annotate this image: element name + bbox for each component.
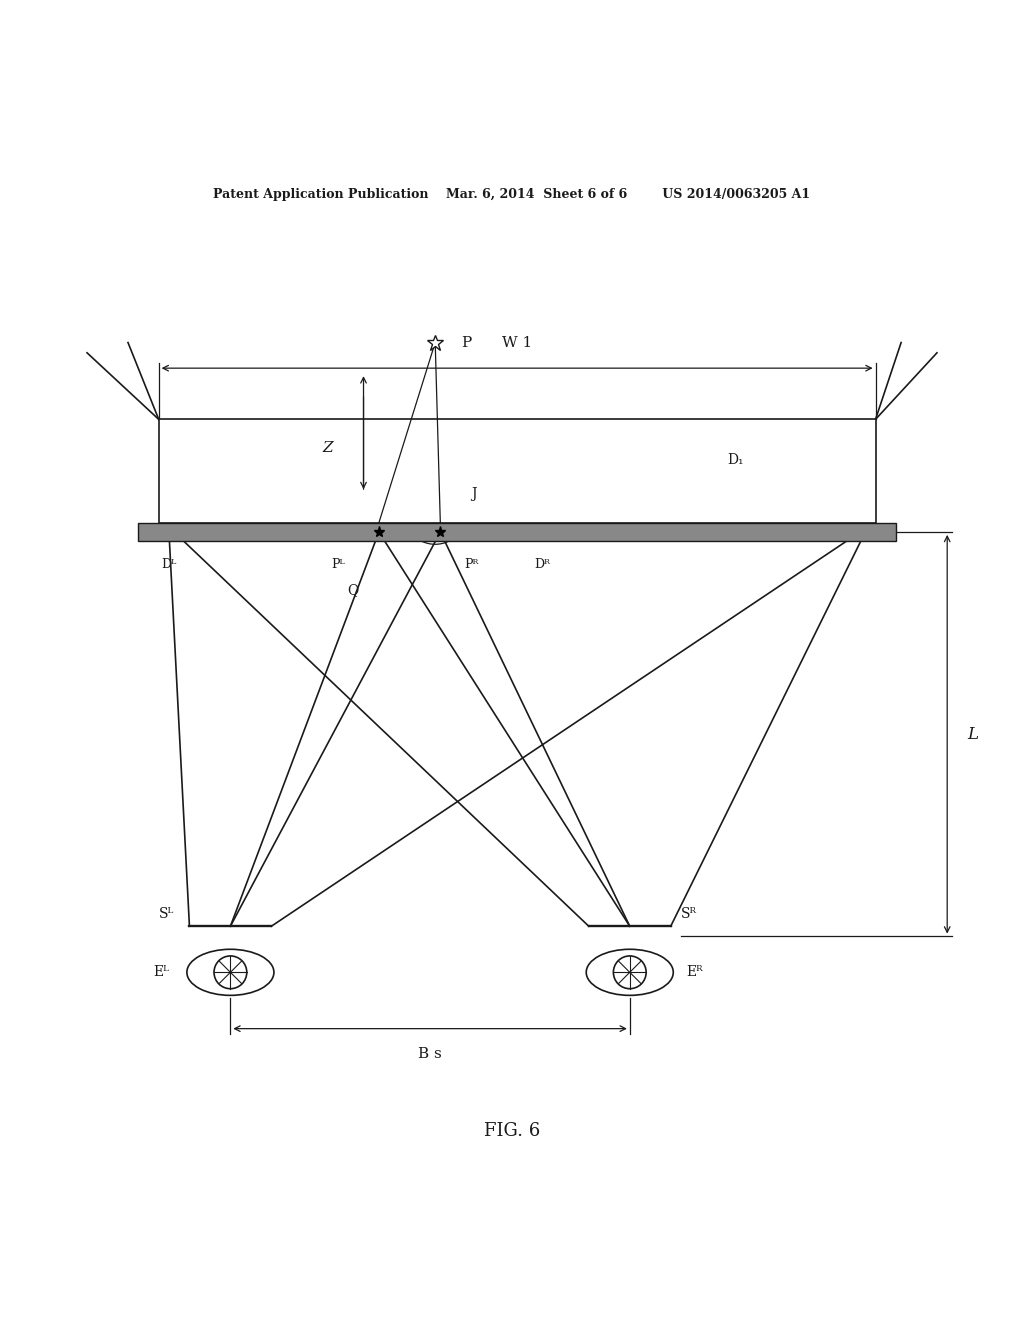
Bar [159,420,876,523]
Text: Eᴸ: Eᴸ [153,965,169,979]
Text: J: J [471,487,476,502]
Ellipse shape [214,956,247,989]
Text: FIG. 6: FIG. 6 [484,1122,540,1140]
Text: Sᴿ: Sᴿ [681,907,697,921]
Text: Z: Z [323,441,333,455]
Text: L: L [968,726,979,743]
Text: Dᴸ: Dᴸ [162,557,176,570]
Text: Dᴿ: Dᴿ [535,557,551,570]
Text: Q: Q [347,583,358,597]
Text: Pᴿ: Pᴿ [464,557,478,570]
Ellipse shape [586,949,674,995]
Text: B s: B s [418,1047,442,1061]
Ellipse shape [613,956,646,989]
Text: Sᴸ: Sᴸ [159,907,174,921]
Ellipse shape [186,949,274,995]
Text: Patent Application Publication    Mar. 6, 2014  Sheet 6 of 6        US 2014/0063: Patent Application Publication Mar. 6, 2… [213,187,811,201]
Text: Eᴿ: Eᴿ [686,965,702,979]
Text: W 1: W 1 [502,335,532,350]
Text: Pᴸ: Pᴸ [331,557,345,570]
Text: P: P [461,335,471,350]
Text: D₁: D₁ [727,453,743,467]
Bar [138,523,896,541]
